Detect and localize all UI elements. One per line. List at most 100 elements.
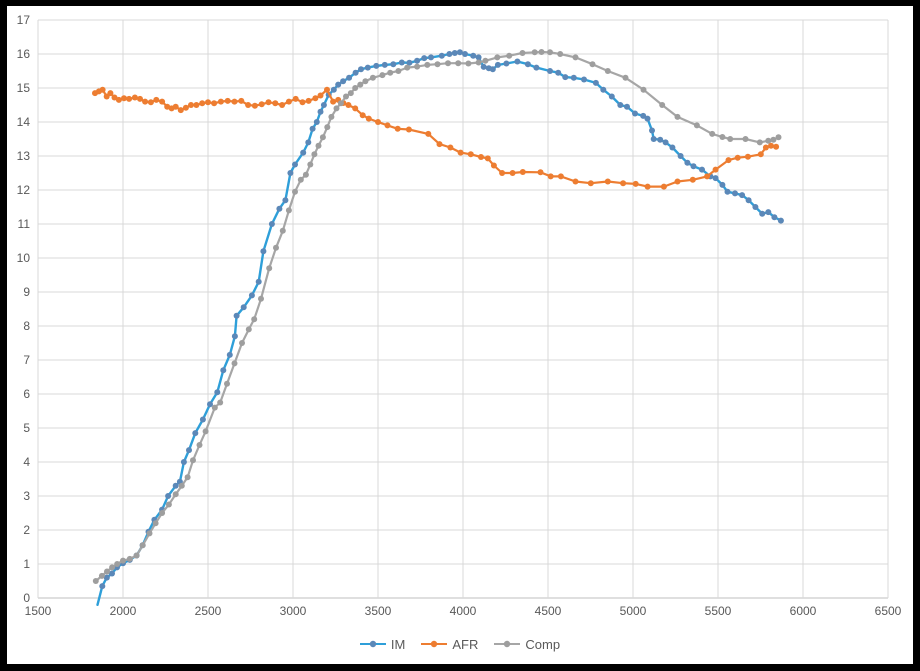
x-axis-tick-label: 3500: [365, 604, 392, 618]
series-im-marker: [524, 61, 531, 68]
series-comp-marker: [756, 139, 763, 146]
series-comp-marker: [674, 113, 681, 120]
x-axis: 1500 2000 2500 3000 3500 4000 4500 5000 5500 6000…: [25, 604, 902, 618]
series-afr-marker: [258, 101, 265, 108]
series-comp-marker: [126, 555, 133, 562]
series-afr-marker: [660, 183, 667, 190]
series-comp-marker: [709, 130, 716, 137]
series-comp-marker: [114, 561, 121, 567]
series-afr-marker: [115, 96, 122, 103]
y-axis-tick-label: 11: [18, 217, 31, 231]
series-comp-marker: [719, 134, 726, 140]
series-afr-marker: [182, 104, 189, 111]
series-comp-marker: [379, 72, 386, 79]
series-im-marker: [617, 102, 624, 108]
series-comp-marker: [589, 61, 596, 68]
series-afr-marker: [279, 102, 286, 108]
series-afr-marker: [142, 98, 149, 105]
series-comp-marker: [775, 134, 782, 141]
series-comp-marker: [395, 68, 402, 74]
series-afr-marker: [425, 130, 432, 137]
series-comp-marker: [315, 142, 322, 149]
series-im-marker: [172, 482, 179, 489]
y-axis-tick-label: 0: [23, 591, 30, 605]
series-afr-marker: [436, 141, 443, 148]
series-im-marker: [456, 49, 463, 56]
series-im-marker: [745, 197, 752, 204]
series-comp-marker: [475, 59, 482, 66]
series-comp-marker: [414, 63, 421, 70]
series-im-marker: [608, 93, 615, 100]
series-afr-marker: [272, 100, 279, 107]
series-afr-marker: [509, 170, 516, 176]
series-comp-marker: [531, 49, 538, 56]
series-comp-marker: [152, 520, 159, 527]
series-comp-marker: [297, 176, 304, 183]
series-im-marker: [226, 351, 233, 358]
series-afr-marker: [299, 99, 306, 106]
series-im-marker: [268, 221, 275, 227]
series-im-marker: [165, 493, 172, 499]
series-afr-marker: [231, 98, 238, 105]
series-im-marker: [103, 574, 110, 581]
series-afr-marker: [193, 102, 200, 108]
series-comp-marker: [211, 404, 218, 411]
series-comp-marker: [770, 136, 777, 143]
series-comp-marker: [217, 399, 224, 406]
y-axis-tick-label: 15: [17, 81, 31, 95]
series-afr-marker: [359, 112, 366, 119]
series-afr-marker: [557, 173, 564, 180]
series-comp-marker: [98, 572, 105, 579]
y-axis-tick-label: 12: [17, 183, 31, 197]
series-comp-marker: [465, 60, 472, 67]
series-comp-marker: [133, 552, 140, 559]
series-im-marker: [276, 205, 283, 212]
series-im-marker: [340, 78, 347, 85]
series-comp-marker: [343, 93, 349, 100]
series-comp-marker: [245, 326, 252, 333]
series-comp: [92, 49, 782, 584]
series-im-marker: [192, 430, 199, 437]
legend-item-comp[interactable]: Comp: [494, 638, 560, 651]
series-im-marker: [759, 210, 766, 217]
series-im-marker: [632, 110, 638, 117]
series-comp-marker: [572, 54, 579, 61]
y-axis-tick-label: 14: [17, 115, 31, 129]
series-afr-marker: [245, 102, 252, 108]
series-im-marker: [398, 59, 405, 66]
legend-item-im[interactable]: IM: [359, 638, 405, 651]
series-afr-marker: [632, 180, 639, 187]
series-im-marker: [352, 69, 359, 76]
series-im-marker: [335, 81, 342, 88]
series-comp-marker: [285, 207, 292, 214]
series-comp-marker: [506, 52, 513, 59]
series-im-marker: [421, 55, 428, 62]
series-afr: [92, 86, 780, 190]
series-comp-marker: [352, 85, 359, 91]
chart-surface[interactable]: 0 1 2 3 4 5 6 7 8 9 10 11 12 13 14 15 16 17 1500 2000 2500 30…: [7, 6, 913, 664]
series-im-marker: [428, 54, 434, 61]
y-axis-tick-label: 4: [23, 455, 30, 469]
series-im-marker: [592, 79, 599, 86]
series-im-marker: [320, 102, 327, 108]
series-comp-marker: [190, 457, 196, 464]
legend-item-afr[interactable]: AFR: [421, 638, 478, 651]
series-afr-marker: [107, 90, 114, 97]
series-afr-marker: [757, 151, 764, 158]
series-afr-marker: [405, 126, 412, 133]
series-comp-marker: [727, 136, 734, 142]
series-im-marker: [777, 217, 784, 224]
series-im-marker: [719, 181, 726, 188]
y-axis-tick-label: 16: [17, 47, 31, 61]
series-afr-marker: [251, 102, 258, 109]
series-afr-marker: [499, 170, 506, 176]
x-axis-tick-label: 2500: [195, 604, 222, 618]
series-afr-marker: [394, 125, 401, 132]
series-comp-marker: [319, 134, 326, 141]
series-im-marker: [503, 60, 510, 67]
series-afr-marker: [172, 103, 179, 110]
series-afr-marker: [153, 96, 160, 103]
series-comp-marker: [92, 578, 99, 584]
series-im-marker: [446, 51, 453, 57]
